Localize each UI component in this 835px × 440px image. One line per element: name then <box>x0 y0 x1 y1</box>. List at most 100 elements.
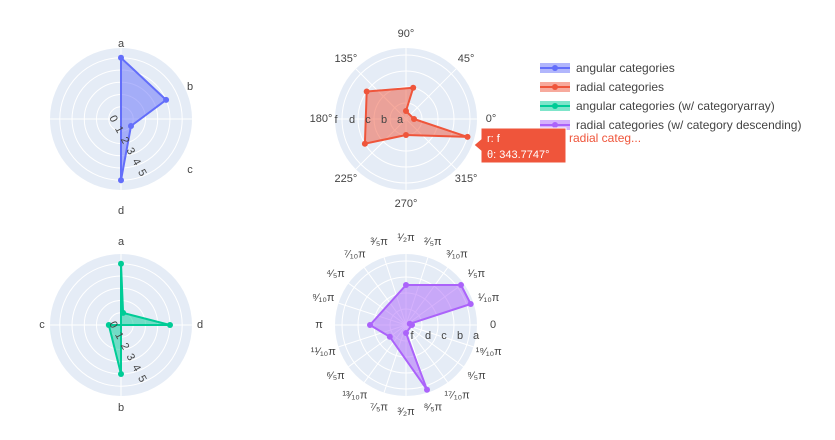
data-point <box>403 108 409 114</box>
data-point <box>167 322 173 328</box>
radial-tick-label: d <box>349 114 355 126</box>
radial-tick-label: f <box>334 114 338 126</box>
angular-tick-label: ¹³⁄₁₀π <box>342 389 367 401</box>
data-point <box>105 322 112 328</box>
radial-tick-label: a <box>473 330 480 342</box>
radial-tick-label: d <box>425 330 431 342</box>
legend[interactable]: angular categories radial categories angul… <box>540 61 801 132</box>
data-point <box>409 322 415 328</box>
radial-tick-label: b <box>381 114 387 126</box>
radial-tick-label: 3 <box>124 352 137 363</box>
data-point <box>411 116 417 122</box>
hover-tooltip: r: f θ: 343.7747° radial categ... <box>473 127 641 164</box>
data-point <box>410 84 417 91</box>
angular-tick-label: ³⁄₁₀π <box>446 249 468 261</box>
legend-swatch-marker <box>552 84 558 90</box>
legend-item-label: radial categories (w/ category descendin… <box>576 118 801 132</box>
angular-tick-label: π <box>315 319 323 331</box>
angular-tick-label: ⁷⁄₅π <box>370 402 388 414</box>
hover-line-2: θ: 343.7747° <box>487 149 550 161</box>
angular-tick-label: 315° <box>455 173 478 185</box>
data-point <box>128 123 134 129</box>
angular-gridline <box>405 324 449 383</box>
angular-tick-label: ⁹⁄₁₀π <box>312 292 335 304</box>
polar-subplot-4: 0 ¹⁄₁₀π ¹⁄₅π³⁄₁₀π ²⁄₅π ¹⁄₂π ³⁄₅π ⁷⁄₁₀π ⁴⁄₅π ⁹⁄₁₀… <box>311 232 502 418</box>
radial-tick-label: a <box>397 114 404 126</box>
angular-tick-label: ¹⁷⁄₁₀π <box>444 389 470 401</box>
radial-tick-label: c <box>365 114 371 126</box>
data-point <box>363 88 370 95</box>
angular-tick-label: 90° <box>398 28 415 40</box>
angular-tick-label: c <box>39 319 45 331</box>
angular-tick-label: 135° <box>335 53 358 65</box>
data-point <box>386 333 393 340</box>
angular-gridline <box>405 324 464 368</box>
data-point <box>467 301 474 307</box>
hover-trace-name: radial categ... <box>569 131 641 145</box>
angular-tick-label: b <box>118 402 124 414</box>
angular-tick-label: 270° <box>395 198 418 210</box>
legend-item-label: angular categories (w/ categoryarray) <box>576 99 775 113</box>
radial-tick-label: 2 <box>118 341 131 352</box>
angular-tick-label: 225° <box>335 173 358 185</box>
radial-tick-label: f <box>410 330 414 342</box>
angular-tick-label: d <box>118 205 124 217</box>
data-point <box>403 132 409 138</box>
data-point <box>118 54 124 61</box>
angular-tick-label: ⁴⁄₅π <box>326 268 345 280</box>
data-point <box>118 260 124 267</box>
angular-tick-label: ¹⁄₁₀π <box>478 292 500 304</box>
data-point <box>163 96 170 103</box>
hover-line-1: r: f <box>487 133 501 145</box>
radial-tick-label: b <box>457 330 463 342</box>
radial-tick-label: 4 <box>129 157 142 168</box>
angular-tick-label: ⁷⁄₁₀π <box>344 249 366 261</box>
angular-gridline <box>405 324 474 348</box>
data-point <box>403 282 409 288</box>
hover-box <box>473 127 567 164</box>
angular-tick-label: 0° <box>486 113 497 125</box>
angular-tick-label: ¹⁄₂π <box>397 232 415 244</box>
angular-tick-label: ³⁄₂π <box>397 406 415 418</box>
data-point <box>361 140 368 147</box>
data-point <box>367 322 373 328</box>
legend-item-label: angular categories <box>576 61 675 75</box>
radial-tick-label: 0 <box>106 319 119 330</box>
radial-tick-label: 0 <box>106 113 119 124</box>
angular-tick-label: a <box>118 38 125 50</box>
angular-tick-label: ²⁄₅π <box>424 236 442 248</box>
data-point <box>403 330 409 336</box>
legend-item-label: radial categories <box>576 80 664 94</box>
angular-tick-label: ³⁄₅π <box>370 236 388 248</box>
angular-tick-label: 45° <box>458 53 475 65</box>
angular-tick-label: b <box>187 81 193 93</box>
angular-tick-label: ¹⁄₅π <box>468 268 486 280</box>
data-point <box>118 371 124 377</box>
angular-tick-label: ⁹⁄₅π <box>467 370 486 382</box>
angular-tick-label: ¹¹⁄₁₀π <box>311 346 336 358</box>
legend-swatch-marker <box>552 122 558 128</box>
radial-tick-label: 2 <box>118 135 131 146</box>
radial-tick-label: 5 <box>135 373 148 384</box>
angular-tick-label: ⁸⁄₅π <box>424 402 443 414</box>
data-point <box>464 133 471 140</box>
angular-tick-label: c <box>187 164 193 176</box>
angular-tick-label: 180° <box>310 113 333 125</box>
angular-tick-label: ¹⁹⁄₁₀π <box>476 346 502 358</box>
data-point <box>424 386 430 393</box>
angular-tick-label: a <box>118 236 125 248</box>
radial-tick-label: c <box>441 330 447 342</box>
series-area-3 <box>107 262 171 375</box>
angular-tick-label: ⁶⁄₅π <box>326 370 345 382</box>
radial-tick-label: 5 <box>135 167 148 178</box>
data-point <box>120 309 127 316</box>
angular-tick-label: d <box>197 319 203 331</box>
radial-tick-label: 1 <box>112 124 125 135</box>
radial-tick-label: 1 <box>112 330 125 341</box>
angular-tick-label: 0 <box>490 319 496 331</box>
series-area-2 <box>363 86 469 145</box>
